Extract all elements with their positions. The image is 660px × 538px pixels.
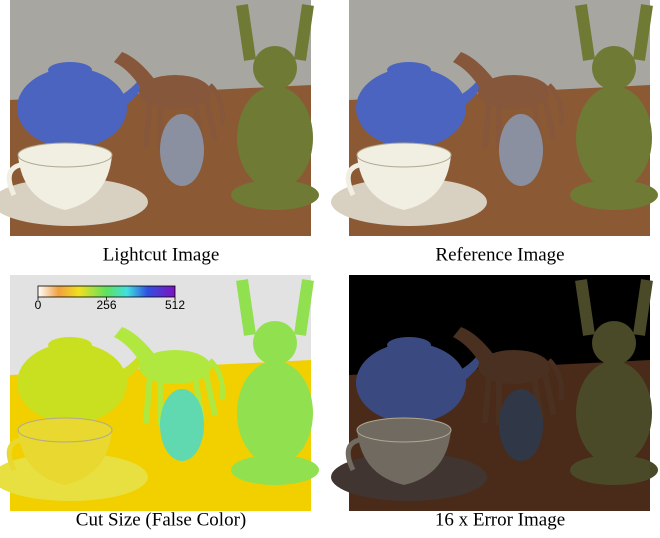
cup-handle (345, 437, 360, 472)
buddha-arms (236, 4, 314, 61)
figurine (499, 389, 543, 461)
buddha-head (253, 46, 297, 90)
buddha-base (570, 455, 658, 485)
buddha-body (237, 361, 313, 465)
caption: Lightcut Image (103, 244, 220, 265)
teapot-lid (48, 62, 92, 78)
teapot (17, 68, 127, 148)
colorbar-tick-label: 0 (35, 298, 42, 312)
horse-legs (143, 369, 218, 425)
lightcut-image (0, 0, 319, 236)
colorbar-tick-label: 512 (165, 298, 185, 312)
colorbar-gradient (37, 285, 176, 298)
horse-tail (547, 83, 564, 126)
cup-rim (17, 417, 113, 443)
teapot-lid (387, 337, 431, 353)
horse-neck (114, 52, 155, 90)
horse-legs (143, 94, 218, 150)
teapot (356, 343, 466, 423)
buddha-head (592, 46, 636, 90)
colorbar-tick-label: 256 (96, 298, 116, 312)
buddha-head (253, 321, 297, 365)
buddha-arms (575, 4, 653, 61)
cup-body (18, 430, 112, 485)
horse-body (478, 350, 550, 384)
buddha-base (570, 180, 658, 210)
cup-handle (6, 437, 21, 472)
caption: Reference Image (435, 244, 564, 265)
cup-body (357, 430, 451, 485)
buddha-base (231, 180, 319, 210)
false-color-image (0, 275, 319, 511)
figurine (160, 389, 204, 461)
buddha-head (592, 321, 636, 365)
caption: Cut Size (False Color) (76, 509, 246, 530)
caption: 16 x Error Image (435, 509, 565, 530)
teapot (17, 343, 127, 423)
horse-legs (482, 94, 557, 150)
horse-tail (208, 358, 225, 401)
horse-neck (453, 327, 494, 365)
cup-handle (6, 162, 21, 197)
colorbar: 0 256 512 (35, 285, 185, 312)
buddha-body (576, 86, 652, 190)
cup-rim (17, 142, 113, 168)
error-image (331, 275, 658, 511)
horse-tail (547, 358, 564, 401)
horse-neck (453, 52, 494, 90)
horse-body (478, 75, 550, 109)
teapot-lid (387, 62, 431, 78)
horse-body (139, 350, 211, 384)
horse-legs (482, 369, 557, 425)
cup-handle (345, 162, 360, 197)
figurine (160, 114, 204, 186)
buddha-arms (236, 279, 314, 336)
reference-image (331, 0, 658, 236)
horse-body (139, 75, 211, 109)
horse-neck (114, 327, 155, 365)
cup-rim (356, 142, 452, 168)
teapot (356, 68, 466, 148)
buddha-body (237, 86, 313, 190)
teapot-lid (48, 337, 92, 353)
cup-body (18, 155, 112, 210)
cup-rim (356, 417, 452, 443)
cup-body (357, 155, 451, 210)
buddha-body (576, 361, 652, 465)
buddha-base (231, 455, 319, 485)
horse-tail (208, 83, 225, 126)
buddha-arms (575, 279, 653, 336)
figurine (499, 114, 543, 186)
